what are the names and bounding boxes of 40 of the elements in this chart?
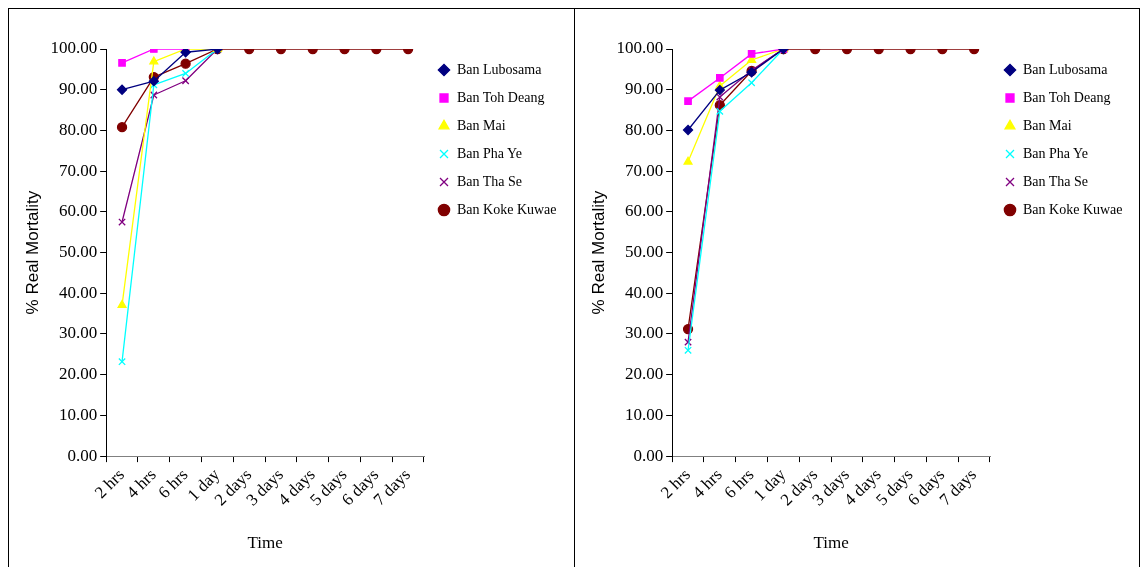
y-tick-label: 90.00 — [58, 79, 98, 99]
y-tick-label: 10.00 — [624, 404, 663, 424]
legend-label: Ban Pha Ye — [1022, 145, 1088, 161]
y-tick-label: 20.00 — [624, 364, 663, 384]
y-tick-label: 70.00 — [624, 160, 663, 180]
legend-label: Ban Lubosama — [457, 61, 543, 77]
y-tick-label: 60.00 — [58, 201, 98, 221]
x-tick-label: 2 hrs — [90, 464, 129, 503]
y-tick-label: 0.00 — [67, 445, 98, 465]
y-axis-title: % Real Mortality — [22, 190, 42, 315]
legend-label: Ban Tha Se — [457, 173, 523, 189]
legend-label: Ban Koke Kuwae — [457, 201, 557, 217]
legend-label: Ban Tha Se — [1022, 173, 1088, 189]
x-tick-label: 2 hrs — [656, 464, 694, 503]
y-tick-label: 100.00 — [615, 38, 663, 58]
x-axis-title: Time — [812, 533, 849, 553]
y-tick-label: 30.00 — [624, 323, 663, 343]
y-tick-label: 0.00 — [632, 445, 663, 465]
y-tick-label: 80.00 — [58, 119, 98, 139]
y-tick-label: 40.00 — [624, 282, 663, 302]
y-tick-label: 10.00 — [58, 404, 98, 424]
y-axis-title: % Real Mortality — [588, 190, 608, 315]
y-tick-label: 30.00 — [58, 323, 98, 343]
legend-label: Ban Koke Kuwae — [1022, 201, 1123, 217]
y-tick-label: 60.00 — [624, 201, 663, 221]
y-tick-label: 50.00 — [58, 242, 98, 262]
y-tick-label: 20.00 — [58, 364, 98, 384]
legend-label: Ban Mai — [1022, 117, 1072, 133]
y-tick-label: 50.00 — [624, 242, 663, 262]
x-axis-title: Time — [247, 533, 283, 553]
legend-label: Ban Toh Deang — [1022, 89, 1110, 105]
y-tick-label: 100.00 — [50, 38, 98, 58]
y-tick-label: 70.00 — [58, 160, 98, 180]
y-tick-label: 80.00 — [624, 119, 663, 139]
legend-label: Ban Lubosama — [1022, 61, 1108, 77]
y-tick-label: 40.00 — [58, 282, 98, 302]
legend-label: Ban Mai — [457, 117, 506, 133]
y-tick-label: 90.00 — [624, 79, 663, 99]
legend-label: Ban Toh Deang — [457, 89, 545, 105]
legend-label: Ban Pha Ye — [457, 145, 522, 161]
